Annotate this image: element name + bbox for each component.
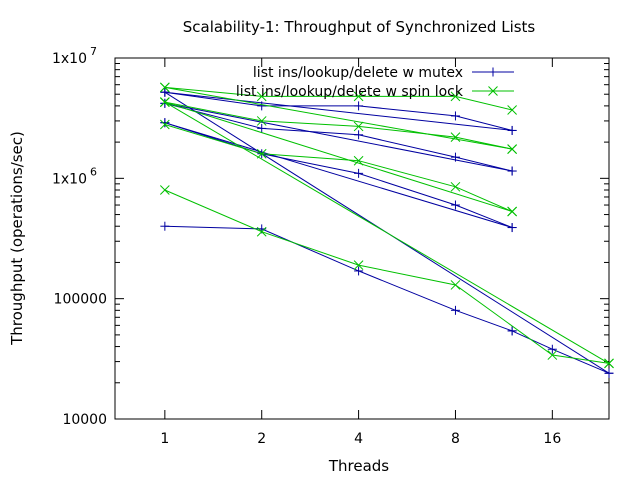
marker-stroke	[450, 132, 461, 142]
marker-stroke	[604, 358, 614, 369]
plus-marker	[450, 305, 460, 315]
marker-stroke	[353, 91, 364, 102]
marker-stroke	[450, 91, 461, 102]
cross-marker	[159, 185, 170, 195]
marker-stroke	[450, 280, 461, 290]
plus-marker	[160, 118, 170, 128]
plus-marker	[450, 111, 460, 121]
series-group	[160, 87, 614, 378]
y-tick-label: 100000	[54, 292, 107, 308]
plus-marker	[507, 326, 517, 336]
series-line	[164, 91, 513, 131]
marker-stroke	[159, 119, 170, 130]
plus-marker	[354, 101, 364, 111]
marker-stroke	[507, 144, 517, 154]
plus-marker	[160, 87, 170, 97]
plus-marker	[354, 266, 364, 276]
marker-stroke	[159, 185, 170, 195]
marker-stroke	[450, 181, 461, 192]
marker-stroke	[256, 91, 267, 102]
marker-stroke	[507, 206, 517, 217]
series-layer	[159, 82, 614, 378]
plus-marker	[354, 168, 364, 178]
series-line	[164, 102, 513, 172]
cross-marker	[488, 86, 498, 96]
cross-marker	[353, 91, 364, 102]
series-line	[164, 122, 513, 228]
marker-stroke	[353, 260, 364, 270]
y-tick-label: 10000	[62, 412, 107, 428]
marker-stroke	[256, 116, 267, 126]
cross-marker	[507, 144, 517, 154]
series-line	[164, 189, 610, 364]
plus-marker	[257, 123, 267, 133]
x-tick-label: 2	[257, 431, 266, 447]
series-group	[159, 82, 614, 369]
plus-marker	[507, 223, 517, 233]
axis-ticks: 1 2 4 8 16 10000 100000 1x10 6 1x10 7	[52, 45, 609, 447]
plus-marker	[488, 67, 498, 77]
x-tick-label: 1	[160, 431, 169, 447]
cross-marker	[256, 116, 267, 126]
cross-marker	[450, 91, 461, 102]
marker-stroke	[353, 121, 364, 132]
marker-stroke	[353, 155, 364, 166]
marker-stroke	[256, 226, 267, 237]
chart-title: Scalability-1: Throughput of Synchronize…	[183, 18, 536, 36]
series-line	[164, 101, 610, 364]
cross-marker	[353, 121, 364, 132]
x-tick-label: 4	[354, 431, 363, 447]
plus-marker	[450, 200, 460, 210]
cross-marker	[159, 119, 170, 130]
plus-marker	[507, 125, 517, 135]
marker-stroke	[507, 105, 517, 115]
cross-marker	[507, 206, 517, 217]
cross-marker	[507, 105, 517, 115]
plus-marker	[547, 344, 557, 354]
legend: list ins/lookup/delete w mutex list ins/l…	[236, 65, 514, 100]
x-axis-label: Threads	[328, 457, 389, 475]
legend-label: list ins/lookup/delete w spin lock	[236, 84, 464, 100]
marker-stroke	[547, 350, 558, 360]
cross-marker	[450, 132, 461, 142]
cross-marker	[256, 226, 267, 237]
cross-marker	[159, 82, 170, 93]
marker-stroke	[488, 86, 498, 96]
y-tick-label: 1x10 6	[52, 165, 97, 187]
plus-marker	[507, 166, 517, 176]
cross-marker	[450, 280, 461, 290]
series-line	[511, 330, 610, 374]
x-tick-label: 8	[451, 431, 460, 447]
legend-label: list ins/lookup/delete w mutex	[253, 65, 463, 81]
cross-marker	[256, 91, 267, 102]
cross-marker	[547, 350, 558, 360]
plus-marker	[160, 221, 170, 231]
x-tick-label: 16	[543, 431, 561, 447]
series-line	[164, 101, 513, 212]
cross-marker	[353, 260, 364, 270]
marker-stroke	[159, 82, 170, 93]
cross-marker	[450, 181, 461, 192]
marker-stroke	[159, 97, 170, 107]
plot-frame	[114, 57, 610, 420]
series-line	[164, 86, 513, 150]
y-tick-label: 1x10 7	[52, 45, 97, 67]
cross-marker	[604, 358, 614, 369]
y-axis-label: Throughput (operations/sec)	[8, 131, 26, 346]
cross-marker	[159, 97, 170, 107]
plus-marker	[604, 368, 614, 378]
plus-marker	[354, 130, 364, 140]
